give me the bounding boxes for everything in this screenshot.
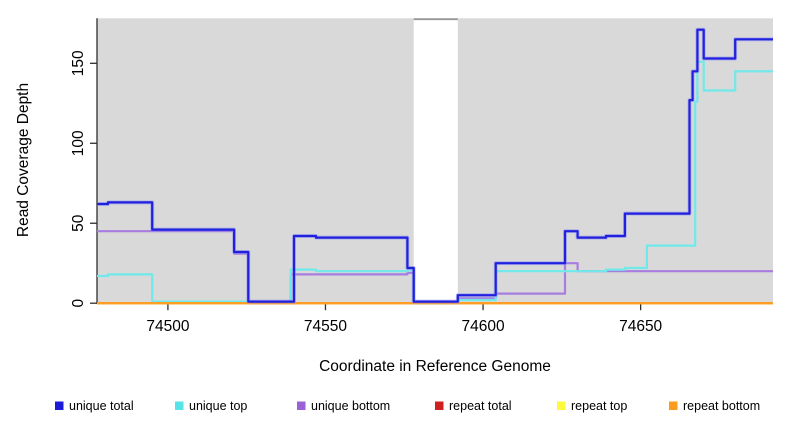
legend-swatch <box>669 401 678 410</box>
x-tick-label: 74500 <box>146 318 189 335</box>
y-tick-label: 50 <box>70 214 87 232</box>
x-tick-label: 74550 <box>304 318 347 335</box>
legend-label: repeat top <box>571 399 627 413</box>
legend-swatch <box>557 401 566 410</box>
legend-item: repeat total <box>435 399 512 413</box>
legend-label: repeat total <box>449 399 512 413</box>
y-tick-label: 150 <box>70 50 87 76</box>
legend-label: unique bottom <box>311 399 390 413</box>
legend-item: unique bottom <box>297 399 390 413</box>
legend-label: unique top <box>189 399 247 413</box>
legend-item: repeat bottom <box>669 399 760 413</box>
x-tick-label: 74600 <box>462 318 505 335</box>
legend-item: unique total <box>55 399 134 413</box>
x-axis-title: Coordinate in Reference Genome <box>319 358 551 375</box>
series-line-unique-total <box>97 28 773 303</box>
legend-label: repeat bottom <box>683 399 760 413</box>
legend-swatch <box>175 401 184 410</box>
y-tick-label: 100 <box>70 130 87 156</box>
x-tick-label: 74650 <box>619 318 662 335</box>
legend-label: unique total <box>69 399 134 413</box>
legend-swatch <box>55 401 64 410</box>
plot-area-left <box>97 18 414 304</box>
legend-item: unique top <box>175 399 247 413</box>
legend-item: repeat top <box>557 399 627 413</box>
legend-swatch <box>297 401 306 410</box>
legend-swatch <box>435 401 444 410</box>
y-axis-title: Read Coverage Depth <box>15 83 32 237</box>
plot-area-right <box>457 18 773 304</box>
y-tick-label: 0 <box>70 299 87 308</box>
